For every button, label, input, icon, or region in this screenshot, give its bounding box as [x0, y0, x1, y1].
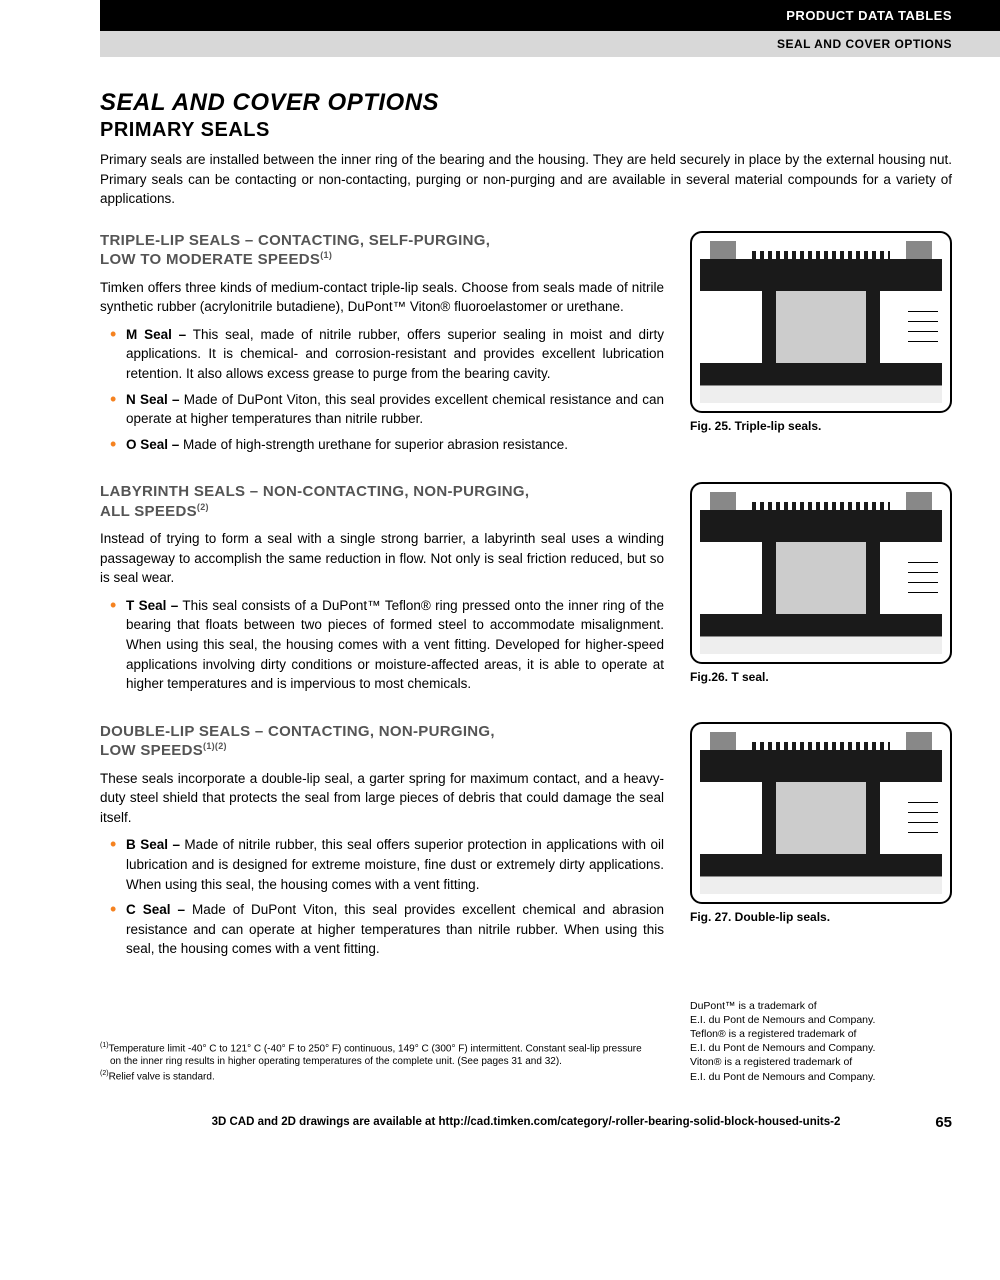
section-triple-right: Fig. 25. Triple-lip seals.: [690, 231, 952, 461]
triple-list: M Seal – This seal, made of nitrile rubb…: [100, 325, 664, 454]
labyrinth-body: Instead of trying to form a seal with a …: [100, 529, 664, 588]
page-content: SEAL AND COVER OPTIONS PRIMARY SEALS Pri…: [0, 57, 1000, 1084]
item-text: Made of nitrile rubber, this seal offers…: [126, 837, 664, 891]
bottom-row: (1)Temperature limit -40° C to 121° C (-…: [100, 971, 952, 1084]
header-section-text: SEAL AND COVER OPTIONS: [777, 37, 952, 51]
triple-heading: TRIPLE-LIP SEALS – CONTACTING, SELF-PURG…: [100, 231, 664, 270]
footnote-sup-1: (1): [100, 1042, 109, 1049]
triple-heading-sup: (1): [320, 250, 332, 260]
list-item: T Seal – This seal consists of a DuPont™…: [116, 596, 664, 694]
item-label: O Seal –: [126, 437, 179, 452]
figure-triple-caption: Fig. 25. Triple-lip seals.: [690, 419, 952, 433]
trademark-line: Viton® is a registered trademark of: [690, 1055, 952, 1069]
item-label: T Seal –: [126, 598, 178, 613]
double-body: These seals incorporate a double-lip sea…: [100, 769, 664, 828]
intro-paragraph: Primary seals are installed between the …: [100, 150, 952, 209]
figure-t-seal: [690, 482, 952, 664]
item-text: This seal, made of nitrile rubber, offer…: [126, 327, 664, 381]
trademark-line: DuPont™ is a trademark of: [690, 999, 952, 1013]
footer-text: 3D CAD and 2D drawings are available at …: [212, 1116, 841, 1128]
header-category-text: PRODUCT DATA TABLES: [786, 8, 952, 23]
page-footer: 3D CAD and 2D drawings are available at …: [100, 1108, 1000, 1140]
item-text: Made of DuPont Viton, this seal provides…: [126, 392, 664, 427]
footnotes: (1)Temperature limit -40° C to 121° C (-…: [100, 1041, 664, 1084]
trademark-line: E.I. du Pont de Nemours and Company.: [690, 1013, 952, 1027]
footnote-sup-2: (2): [100, 1070, 109, 1077]
section-labyrinth: LABYRINTH SEALS – NON-CONTACTING, NON-PU…: [100, 482, 952, 700]
footnote-1a: Temperature limit -40° C to 121° C (-40°…: [109, 1043, 642, 1054]
list-item: N Seal – Made of DuPont Viton, this seal…: [116, 390, 664, 429]
triple-body: Timken offers three kinds of medium-cont…: [100, 278, 664, 317]
figure-double-lip: [690, 722, 952, 904]
triple-heading-line2: LOW TO MODERATE SPEEDS: [100, 251, 320, 268]
main-title: SEAL AND COVER OPTIONS: [100, 89, 952, 117]
double-list: B Seal – Made of nitrile rubber, this se…: [100, 835, 664, 958]
item-label: M Seal –: [126, 327, 186, 342]
page-number: 65: [935, 1114, 952, 1131]
item-text: Made of high-strength urethane for super…: [179, 437, 568, 452]
labyrinth-list: T Seal – This seal consists of a DuPont™…: [100, 596, 664, 694]
triple-heading-line1: TRIPLE-LIP SEALS – CONTACTING, SELF-PURG…: [100, 232, 490, 249]
trademark-line: E.I. du Pont de Nemours and Company.: [690, 1070, 952, 1084]
item-text: This seal consists of a DuPont™ Teflon® …: [126, 598, 664, 691]
item-text: Made of DuPont Viton, this seal provides…: [126, 902, 664, 956]
labyrinth-heading-line2: ALL SPEEDS: [100, 503, 197, 520]
section-labyrinth-left: LABYRINTH SEALS – NON-CONTACTING, NON-PU…: [100, 482, 664, 700]
trademark-line: Teflon® is a registered trademark of: [690, 1027, 952, 1041]
section-triple-lip: TRIPLE-LIP SEALS – CONTACTING, SELF-PURG…: [100, 231, 952, 461]
list-item: M Seal – This seal, made of nitrile rubb…: [116, 325, 664, 384]
figure-triple-lip: [690, 231, 952, 413]
section-double-lip: DOUBLE-LIP SEALS – CONTACTING, NON-PURGI…: [100, 722, 952, 965]
double-heading-line1: DOUBLE-LIP SEALS – CONTACTING, NON-PURGI…: [100, 723, 495, 740]
list-item: C Seal – Made of DuPont Viton, this seal…: [116, 900, 664, 959]
trademark-block: DuPont™ is a trademark of E.I. du Pont d…: [690, 999, 952, 1084]
item-label: N Seal –: [126, 392, 180, 407]
footnote-1b: on the inner ring results in higher oper…: [100, 1055, 664, 1069]
section-double-left: DOUBLE-LIP SEALS – CONTACTING, NON-PURGI…: [100, 722, 664, 965]
subtitle: PRIMARY SEALS: [100, 119, 952, 142]
double-heading-sup: (1)(2): [203, 741, 227, 751]
double-heading-line2: LOW SPEEDS: [100, 742, 203, 759]
header-section-bar: SEAL AND COVER OPTIONS: [100, 31, 1000, 57]
section-labyrinth-right: Fig.26. T seal.: [690, 482, 952, 700]
item-label: B Seal –: [126, 837, 180, 852]
footnote-2: Relief valve is standard.: [109, 1071, 215, 1082]
section-double-right: Fig. 27. Double-lip seals.: [690, 722, 952, 965]
header-category-bar: PRODUCT DATA TABLES: [100, 0, 1000, 31]
list-item: B Seal – Made of nitrile rubber, this se…: [116, 835, 664, 894]
list-item: O Seal – Made of high-strength urethane …: [116, 435, 664, 455]
figure-double-caption: Fig. 27. Double-lip seals.: [690, 910, 952, 924]
trademark-block-container: DuPont™ is a trademark of E.I. du Pont d…: [690, 971, 952, 1084]
labyrinth-heading-line1: LABYRINTH SEALS – NON-CONTACTING, NON-PU…: [100, 483, 529, 500]
item-label: C Seal –: [126, 902, 185, 917]
labyrinth-heading: LABYRINTH SEALS – NON-CONTACTING, NON-PU…: [100, 482, 664, 521]
double-heading: DOUBLE-LIP SEALS – CONTACTING, NON-PURGI…: [100, 722, 664, 761]
labyrinth-heading-sup: (2): [197, 502, 209, 512]
section-triple-left: TRIPLE-LIP SEALS – CONTACTING, SELF-PURG…: [100, 231, 664, 461]
trademark-line: E.I. du Pont de Nemours and Company.: [690, 1041, 952, 1055]
footnotes-block: (1)Temperature limit -40° C to 121° C (-…: [100, 1035, 664, 1084]
figure-t-seal-caption: Fig.26. T seal.: [690, 670, 952, 684]
